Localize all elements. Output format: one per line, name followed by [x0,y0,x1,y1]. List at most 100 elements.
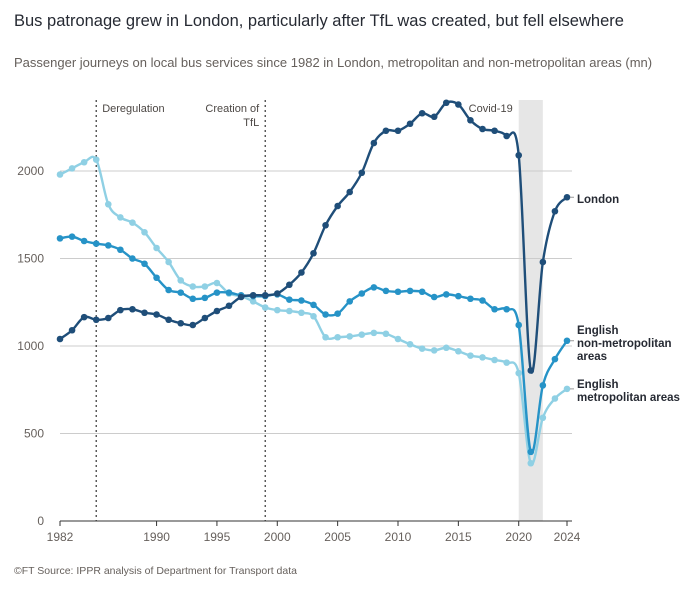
data-point-english-metropolitan-areas [442,344,450,352]
data-point-english-metropolitan-areas [104,200,112,208]
x-tick-label: 1990 [143,530,170,544]
y-tick-label: 2000 [17,164,44,178]
data-point-london [563,193,571,201]
data-point-english-metropolitan-areas [80,158,88,166]
data-point-english-metropolitan-areas [286,307,293,315]
data-point-london [467,116,474,124]
data-point-english-metropolitan-areas [479,354,486,361]
data-point-english-metropolitan-areas [213,279,221,287]
data-point-english-metropolitan-areas [189,283,197,290]
data-point-london [104,314,112,322]
y-tick-label: 500 [24,427,44,441]
series-label-english-non-metropolitan-areas: English non-metropolitan areas [577,325,672,363]
data-point-english-metropolitan-areas [249,298,257,305]
data-point-english-metropolitan-areas [430,347,438,354]
x-tick-label: 2000 [264,530,291,544]
data-point-english-metropolitan-areas [370,329,378,337]
data-point-london [406,120,414,128]
data-point-london [551,207,559,215]
data-point-english-metropolitan-areas [539,414,547,422]
data-point-english-metropolitan-areas [273,306,281,314]
chart-title: Bus patronage grew in London, particular… [14,12,624,30]
data-point-english-metropolitan-areas [418,345,426,352]
data-point-london [455,101,462,108]
data-point-english-non-metropolitan-areas [406,287,414,295]
data-point-english-non-metropolitan-areas [80,237,88,245]
data-point-english-metropolitan-areas [129,219,136,226]
data-point-english-non-metropolitan-areas [213,289,221,296]
data-point-english-metropolitan-areas [394,335,402,343]
series-label-london: London [577,194,619,206]
data-point-english-non-metropolitan-areas [225,289,233,296]
data-point-english-non-metropolitan-areas [322,311,329,318]
data-point-english-non-metropolitan-areas [129,255,136,262]
data-point-london [503,132,510,140]
data-point-english-metropolitan-areas [358,331,366,338]
data-point-london [491,127,498,135]
data-point-english-non-metropolitan-areas [68,233,76,240]
covid-label: Covid-19 [469,103,513,115]
data-point-london [442,99,450,107]
data-point-english-metropolitan-areas [117,214,124,221]
data-point-london [527,367,535,374]
data-point-english-non-metropolitan-areas [334,310,341,317]
data-point-london [286,281,293,289]
y-tick-label: 1500 [17,252,44,266]
data-point-london [141,309,148,317]
data-point-london [129,305,136,313]
data-point-english-metropolitan-areas [201,283,209,290]
data-point-english-metropolitan-areas [322,333,329,341]
data-point-english-non-metropolitan-areas [117,246,124,254]
chart-subtitle: Passenger journeys on local bus services… [14,55,653,70]
data-point-english-metropolitan-areas [165,258,172,266]
data-point-london [334,202,341,210]
data-point-english-non-metropolitan-areas [563,337,571,345]
data-point-english-non-metropolitan-areas [430,293,438,301]
data-point-english-metropolitan-areas [551,395,559,402]
x-tick-label: 1995 [204,530,231,544]
data-point-london [261,291,269,299]
data-point-london [430,113,438,121]
data-point-london [249,291,257,299]
series-line-english-non-metropolitan-areas [59,235,569,455]
data-point-english-non-metropolitan-areas [189,295,197,303]
data-point-english-metropolitan-areas [406,340,414,348]
data-point-english-non-metropolitan-areas [358,290,366,297]
data-point-english-non-metropolitan-areas [104,242,112,249]
data-point-english-metropolitan-areas [491,356,498,364]
data-point-english-non-metropolitan-areas [370,284,378,291]
data-point-english-non-metropolitan-areas [491,305,498,313]
data-point-english-metropolitan-areas [56,171,64,178]
data-point-london [515,151,523,159]
data-point-english-metropolitan-areas [68,165,76,172]
data-point-english-non-metropolitan-areas [503,305,510,313]
line-chart: Covid-19 Deregulation Creation of TfL 0 500 1… [17,99,680,544]
series-line-london [59,100,568,374]
data-point-london [56,335,64,343]
data-point-london [213,307,221,315]
data-point-english-metropolitan-areas [177,277,185,284]
data-point-english-non-metropolitan-areas [515,321,523,329]
annotation-layer: Covid-19 Deregulation Creation of TfL [95,100,513,521]
deregulation-label: Deregulation [102,103,164,115]
data-point-london [370,139,378,147]
data-point-london [322,221,329,229]
data-point-english-non-metropolitan-areas [479,297,486,304]
data-point-english-metropolitan-areas [298,309,305,317]
data-point-london [358,169,366,177]
data-point-london [394,127,402,135]
data-point-english-non-metropolitan-areas [394,288,402,296]
data-point-london [539,258,547,266]
data-point-english-non-metropolitan-areas [165,286,172,294]
chart-source: ©FT Source: IPPR analysis of Department … [14,565,297,577]
data-point-london [418,109,426,117]
series-london [56,99,571,374]
series-label-english-metropolitan-areas: English metropolitan areas [577,379,680,404]
data-point-london [310,249,317,257]
series-layer [56,99,571,467]
data-point-english-metropolitan-areas [455,347,462,355]
data-point-english-non-metropolitan-areas [346,298,354,305]
data-point-english-non-metropolitan-areas [455,292,462,300]
data-point-london [298,269,305,276]
data-point-english-non-metropolitan-areas [418,288,426,296]
